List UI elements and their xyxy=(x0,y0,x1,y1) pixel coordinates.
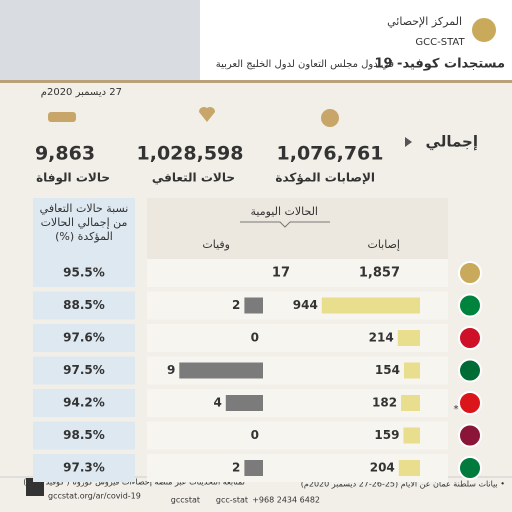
cases: 944 xyxy=(293,298,318,312)
deaths: 9 xyxy=(167,363,175,377)
cases-bar xyxy=(398,460,420,476)
cases-header: إصابات xyxy=(367,238,400,251)
total-name: الإصابات المؤكدة xyxy=(275,171,375,186)
virus-icon xyxy=(321,109,339,127)
subtitle: في دول مجلس التعاون لدول الخليج العربية xyxy=(216,59,394,70)
rate-cell xyxy=(33,324,135,352)
deaths: 2 xyxy=(232,461,240,475)
date: 27 ديسمبر 2020م xyxy=(41,87,122,98)
arrow xyxy=(405,137,412,147)
cases: 182 xyxy=(372,396,397,410)
footer-url: gccstat.org/ar/covid-19 xyxy=(48,492,141,501)
cases-bar xyxy=(397,330,420,346)
cases-bar xyxy=(403,362,420,379)
cases-bar xyxy=(403,427,420,444)
deaths-bar xyxy=(225,395,263,411)
header-rule xyxy=(0,80,512,83)
daily-cell xyxy=(147,421,448,450)
footer-phone: +968 2434 6482 xyxy=(252,496,320,505)
bed-icon xyxy=(48,112,76,122)
deaths-header: وفيات xyxy=(202,238,230,251)
org-name: المركز الإحصائي xyxy=(387,15,462,28)
daily-cell xyxy=(147,389,448,417)
rate-cell xyxy=(33,291,135,320)
daily-header: الحالات اليومية xyxy=(250,205,318,218)
qr-code xyxy=(26,478,44,496)
rate: 98.5% xyxy=(63,428,105,442)
total-name: حالات الوفاة xyxy=(36,171,110,186)
rate-header: نسبة حالات التعافي من إجمالي الحالات الم… xyxy=(39,202,129,243)
deaths: 4 xyxy=(213,396,221,410)
footer-follow: لمتابعة التحديثات عبر منصة إحصاءات فيروس… xyxy=(23,478,245,488)
deaths-bar xyxy=(179,362,263,379)
rate-header-bg xyxy=(33,198,135,260)
rate-header-box: نسبة حالات التعافي من إجمالي الحالات الم… xyxy=(39,202,129,243)
daily-cell xyxy=(147,454,448,482)
flag xyxy=(458,423,482,448)
rate: 94.2% xyxy=(63,396,105,410)
rate-cell xyxy=(33,389,135,417)
flag xyxy=(458,358,482,383)
rate: 97.5% xyxy=(63,363,105,377)
total-value: 1,076,761 xyxy=(277,143,384,165)
cases: 159 xyxy=(374,428,399,442)
footer-handle2: gccstat xyxy=(171,496,200,505)
org-code: GCC-STAT xyxy=(415,37,465,48)
deaths-bar xyxy=(244,297,263,314)
deaths: 2 xyxy=(232,298,240,312)
title: مستجدات كوفيد- 19 xyxy=(374,57,505,72)
bracket xyxy=(240,221,330,228)
deaths: 0 xyxy=(251,331,259,345)
cases: 214 xyxy=(369,331,394,345)
rate: 97.3% xyxy=(63,461,105,475)
flag xyxy=(458,391,482,415)
cases-bar xyxy=(321,297,420,314)
note-mark: * xyxy=(454,404,459,415)
total-value: 9,863 xyxy=(35,143,95,165)
gcc-logo xyxy=(472,18,496,42)
total-value: 1,028,598 xyxy=(137,143,244,165)
rate-cell xyxy=(33,454,135,482)
flag xyxy=(458,293,482,318)
heart-icon xyxy=(199,106,215,122)
cases: 1,857 xyxy=(359,266,400,281)
rate: 97.6% xyxy=(63,331,105,345)
cases: 154 xyxy=(375,363,400,377)
totals-label: إجمالي xyxy=(426,133,478,151)
daily-header-bg xyxy=(147,198,448,260)
total-name: حالات التعافي xyxy=(152,171,235,185)
deaths-bar xyxy=(244,460,263,476)
footer-handle1: gcc-stat xyxy=(216,496,248,505)
rate: 95.5% xyxy=(63,266,105,280)
rate: 88.5% xyxy=(63,298,105,312)
daily-cell xyxy=(147,259,448,287)
rate-cell xyxy=(33,356,135,385)
flag xyxy=(458,326,482,350)
cases-bar xyxy=(401,395,420,411)
footer-note: • بيانات سلطنة عمان عن الأيام (25-26-27 … xyxy=(301,479,505,489)
deaths: 17 xyxy=(272,266,290,281)
cases: 204 xyxy=(370,461,395,475)
header-image xyxy=(0,0,200,80)
rate-cell xyxy=(33,421,135,450)
rate-cell xyxy=(33,259,135,287)
flag xyxy=(458,456,482,480)
deaths: 0 xyxy=(251,428,259,442)
flag xyxy=(458,261,482,285)
